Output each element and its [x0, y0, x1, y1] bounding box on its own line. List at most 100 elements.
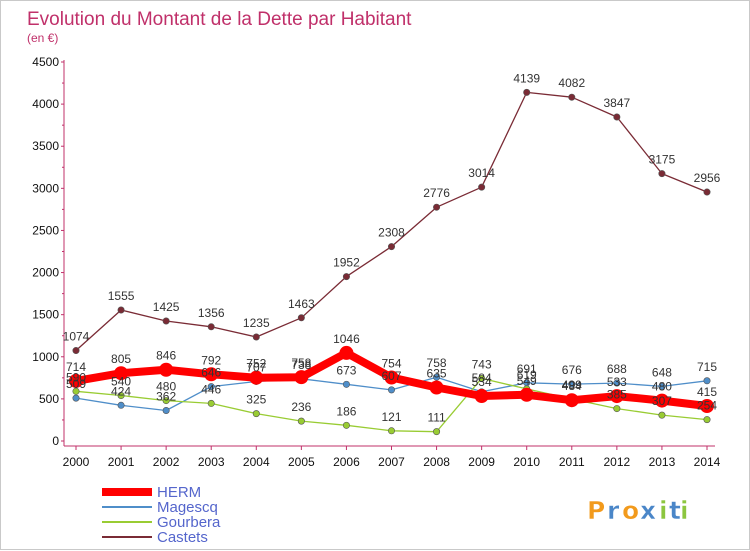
data-label-castets: 2956	[694, 171, 721, 185]
data-point-herm	[474, 389, 489, 404]
data-point-magescq	[568, 380, 576, 388]
data-label-herm: 484	[562, 379, 582, 393]
data-label-herm: 534	[472, 375, 492, 389]
data-label-herm: 758	[291, 356, 311, 370]
data-point-herm	[429, 380, 444, 395]
data-point-gourbera	[342, 421, 350, 429]
data-label-magescq: 362	[156, 390, 176, 404]
y-tick-label: 2500	[32, 223, 59, 237]
data-label-castets: 1356	[198, 306, 225, 320]
x-tick-label: 2008	[423, 455, 450, 469]
x-tick-label: 2009	[468, 455, 495, 469]
data-label-magescq: 607	[381, 369, 401, 383]
x-tick-label: 2004	[243, 455, 270, 469]
data-label-magescq: 738	[291, 358, 311, 372]
y-tick-label: 2000	[32, 266, 59, 280]
axes: 0 500 1000 1500 2000 2500 3000 3500 4000 4500 2000…	[32, 55, 720, 469]
y-tick-label: 3500	[32, 139, 59, 153]
data-label-gourbera: 236	[291, 400, 311, 414]
data-point-gourbera	[72, 387, 80, 395]
data-point-gourbera	[703, 416, 711, 424]
data-label-magescq: 707	[246, 360, 266, 374]
series-layer	[69, 88, 714, 436]
data-label-magescq: 673	[336, 363, 356, 377]
data-label-herm: 635	[427, 367, 447, 381]
y-tick-label: 4000	[32, 97, 59, 111]
y-tick-label: 500	[39, 392, 59, 406]
data-label-gourbera: 499	[562, 378, 582, 392]
data-point-herm	[609, 389, 624, 404]
data-label-herm: 1046	[333, 332, 360, 346]
data-label-herm: 752	[246, 357, 266, 371]
data-label-castets: 1235	[243, 316, 270, 330]
data-label-magescq: 715	[697, 360, 717, 374]
logo-letter: o	[622, 496, 639, 525]
chart-title: Evolution du Montant de la Dette par Hab…	[27, 9, 412, 30]
data-label-castets: 4139	[513, 71, 540, 85]
data-point-gourbera	[207, 399, 215, 407]
data-point-castets	[703, 188, 711, 196]
data-label-herm: 846	[156, 349, 176, 363]
data-label-castets: 1463	[288, 297, 315, 311]
data-label-castets: 3175	[649, 153, 676, 167]
data-point-magescq	[207, 383, 215, 391]
data-label-castets: 1555	[108, 289, 135, 303]
logo-letter: i	[680, 496, 689, 525]
data-point-castets	[72, 347, 80, 355]
data-label-herm: 805	[111, 352, 131, 366]
data-label-magescq: 758	[427, 356, 447, 370]
data-point-gourbera	[613, 405, 621, 413]
data-label-castets: 4082	[558, 76, 585, 90]
data-label-gourbera: 619	[517, 368, 537, 382]
data-point-herm	[700, 399, 714, 414]
data-point-castets	[523, 88, 531, 96]
data-point-castets	[252, 333, 260, 341]
data-point-magescq	[72, 394, 80, 402]
x-tick-label: 2003	[198, 455, 225, 469]
data-label-herm: 549	[517, 374, 537, 388]
y-tick-label: 3000	[32, 181, 59, 195]
data-label-herm: 792	[201, 353, 221, 367]
data-label-magescq: 584	[472, 371, 492, 385]
data-point-magescq	[613, 379, 621, 387]
data-point-castets	[613, 113, 621, 121]
data-point-magescq	[342, 380, 350, 388]
data-label-gourbera: 325	[246, 393, 266, 407]
data-label-castets: 3014	[468, 166, 495, 180]
x-tick-label: 2002	[153, 455, 180, 469]
x-tick-label: 2011	[559, 455, 585, 469]
data-point-castets	[568, 93, 576, 101]
data-label-gourbera: 254	[697, 399, 717, 413]
logo-letter: r	[607, 496, 620, 525]
data-label-magescq: 424	[111, 384, 131, 398]
x-tick-label: 2005	[288, 455, 315, 469]
data-label-magescq: 646	[201, 366, 221, 380]
data-point-gourbera	[297, 417, 305, 425]
y-tick-label: 0	[52, 434, 59, 448]
x-tick-label: 2007	[378, 455, 405, 469]
legend-label-magescq: Magescq	[157, 499, 218, 516]
data-point-castets	[207, 323, 215, 331]
legend-label-castets: Castets	[157, 529, 208, 546]
data-point-herm	[69, 373, 83, 388]
data-point-herm	[519, 387, 534, 402]
data-point-castets	[433, 203, 441, 211]
data-label-castets: 1425	[153, 300, 180, 314]
data-point-herm	[159, 362, 174, 377]
y-tick-label: 1500	[32, 308, 59, 322]
logo-letter: x	[640, 496, 656, 525]
data-label-gourbera: 385	[607, 388, 627, 402]
data-label-gourbera: 590	[66, 370, 86, 384]
data-label-magescq: 688	[607, 362, 627, 376]
data-point-magescq	[433, 373, 441, 381]
data-label-magescq: 676	[562, 363, 582, 377]
data-label-gourbera: 743	[472, 357, 492, 371]
data-point-gourbera	[478, 374, 486, 382]
data-point-magescq	[162, 407, 170, 415]
data-point-herm	[654, 393, 669, 408]
data-label-herm: 533	[607, 375, 627, 389]
data-label-magescq: 509	[66, 377, 86, 391]
logo-letter: i	[659, 496, 668, 525]
